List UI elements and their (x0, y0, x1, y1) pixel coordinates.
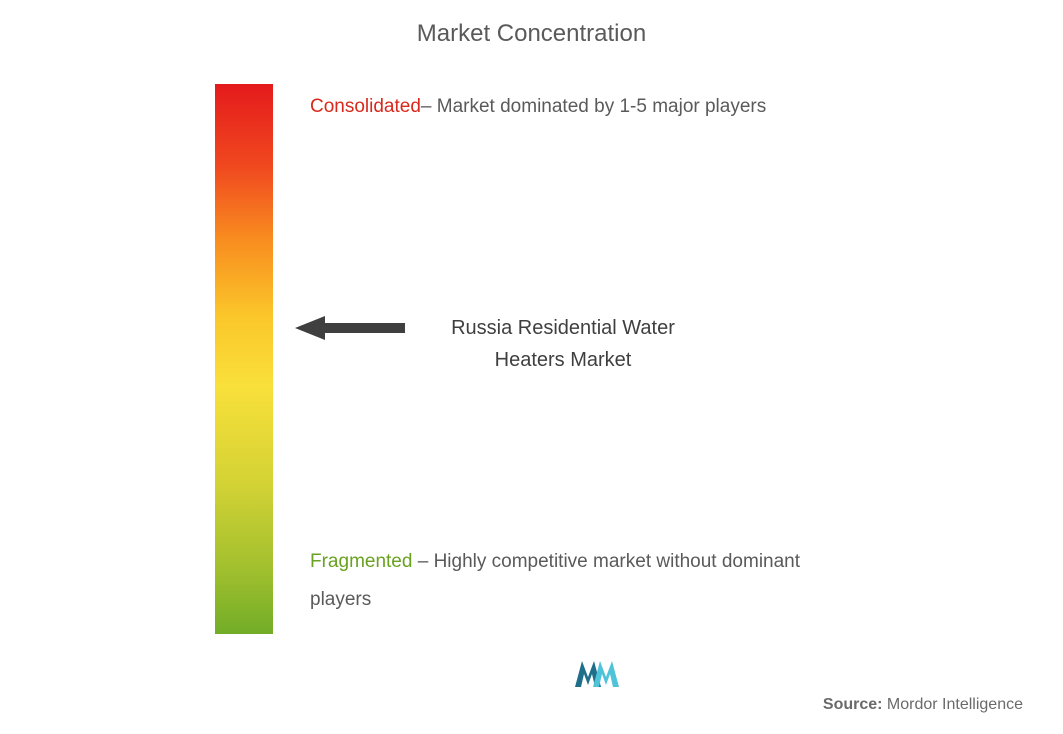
mordor-logo-icon (575, 655, 629, 691)
concentration-gradient-bar (215, 84, 273, 634)
consolidated-keyword: Consolidated (310, 96, 421, 117)
market-pointer: Russia Residential Water Heaters Market (295, 312, 703, 376)
source-attribution: Source: Mordor Intelligence (823, 696, 1023, 714)
consolidated-label: Consolidated– Market dominated by 1-5 ma… (310, 88, 770, 126)
market-name: Russia Residential Water Heaters Market (423, 312, 703, 376)
source-label: Source: (823, 696, 883, 713)
fragmented-label: Fragmented – Highly competitive market w… (310, 543, 830, 619)
source-name: Mordor Intelligence (882, 696, 1023, 713)
arrow-left-icon (295, 314, 405, 342)
infographic-container: Market Concentration Consolidated– Marke… (0, 0, 1063, 734)
consolidated-text: – Market dominated by 1-5 major players (421, 96, 766, 117)
chart-title: Market Concentration (0, 20, 1063, 48)
fragmented-keyword: Fragmented (310, 551, 412, 572)
